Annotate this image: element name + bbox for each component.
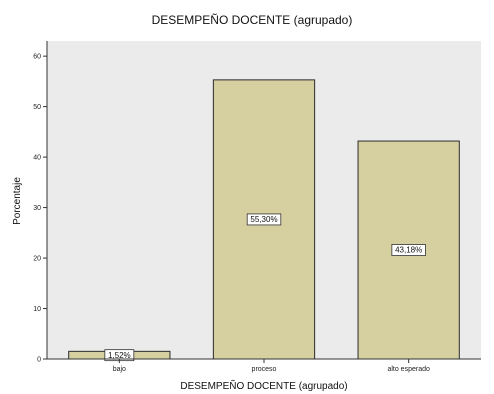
x-tick-label: bajo — [113, 366, 126, 373]
chart-title: DESEMPEÑO DOCENTE (agrupado) — [152, 13, 353, 27]
x-axis-title: DESEMPEÑO DOCENTE (agrupado) — [180, 379, 347, 392]
bars-group: 1,52% 55,30% 43,18% — [68, 79, 460, 362]
x-tick-label: alto esperado — [387, 366, 430, 373]
data-label: 55,30% — [250, 215, 277, 224]
y-tick-label: 0 — [37, 357, 41, 364]
x-axis-ticks: bajo proceso alto esperado — [113, 359, 430, 373]
y-tick-label: 20 — [33, 256, 41, 263]
y-tick-label: 50 — [33, 104, 41, 111]
y-axis-title: Porcentaje — [12, 177, 23, 225]
data-label: 1,52% — [108, 351, 131, 360]
y-tick-label: 60 — [33, 54, 41, 61]
x-tick-label: proceso — [252, 366, 277, 373]
y-axis-ticks: 0 10 20 30 40 50 60 — [33, 54, 47, 364]
y-tick-label: 40 — [33, 155, 41, 162]
y-tick-label: 10 — [33, 306, 41, 313]
data-label-box — [391, 244, 426, 256]
data-label: 43,18% — [395, 246, 422, 255]
data-label-box — [246, 213, 282, 226]
y-tick-label: 30 — [33, 205, 41, 212]
